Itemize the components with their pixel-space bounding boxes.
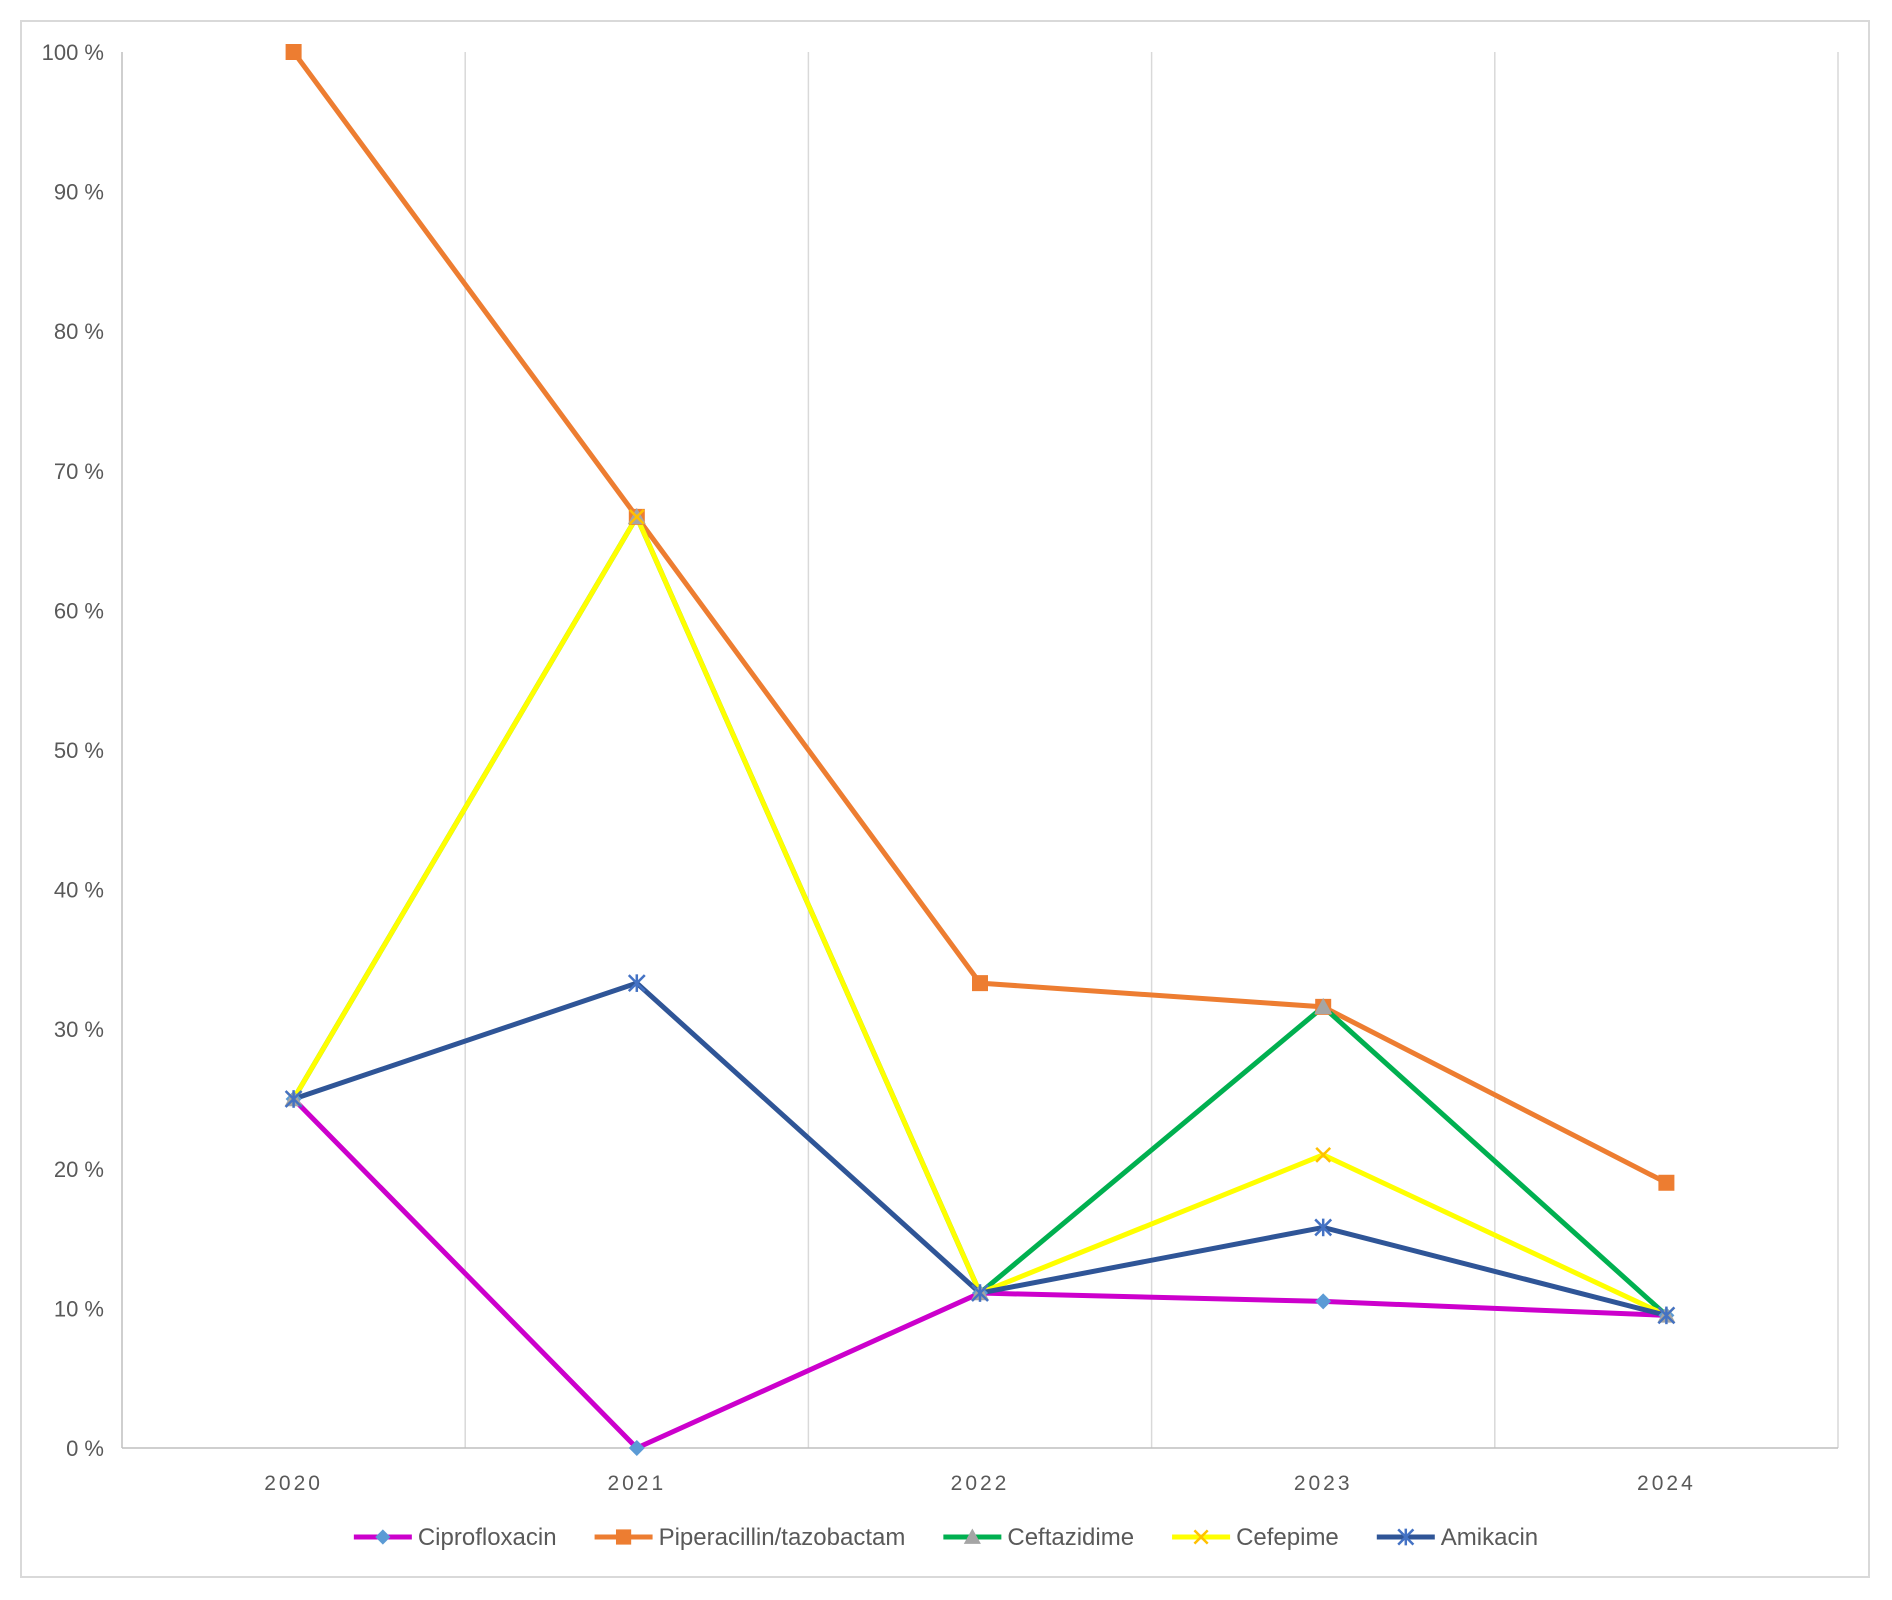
x-tick-label: 2023 (1294, 1472, 1353, 1495)
x-tick-labels: 2020 2021 2022 2023 2024 (264, 1472, 1696, 1495)
legend-label: Piperacillin/tazobactam (659, 1524, 906, 1551)
legend-item-piperacillin-tazobactam: Piperacillin/tazobactam (594, 1524, 906, 1551)
legend-item-cefepime: Cefepime (1172, 1524, 1339, 1551)
y-tick-label: 90 % (54, 180, 104, 205)
x-tick-label: 2020 (264, 1472, 323, 1495)
data-point-amikacin (971, 1284, 989, 1302)
legend-label: Cefepime (1236, 1524, 1339, 1551)
legend-label: Ciprofloxacin (418, 1524, 557, 1551)
series-line-amikacin (292, 980, 1668, 1318)
axes (121, 52, 1838, 1449)
series-line-cefepime (291, 514, 1668, 1318)
data-point-ciprofloxacin (628, 1440, 645, 1456)
legend-marker (963, 1528, 981, 1544)
legend-marker (1193, 1529, 1209, 1545)
data-point-amikacin (1657, 1306, 1676, 1325)
series-markers (284, 44, 1676, 1456)
legend-item-ciprofloxacin: Ciprofloxacin (353, 1524, 557, 1551)
y-tick-label: 100 % (42, 40, 104, 65)
x-tick-label: 2021 (607, 1472, 666, 1495)
y-tick-label: 60 % (54, 598, 104, 623)
data-point-piperacillin-tazobactam (1658, 1174, 1675, 1191)
y-tick-label: 20 % (54, 1157, 104, 1182)
data-point-piperacillin-tazobactam (972, 975, 988, 992)
data-point-ciprofloxacin (1315, 1293, 1332, 1310)
y-tick-label: 30 % (54, 1017, 104, 1042)
y-tick-label: 80 % (54, 319, 104, 344)
series-line-ceftazidime (291, 514, 1669, 1318)
y-tick-label: 10 % (54, 1296, 104, 1321)
legend-marker (1397, 1528, 1415, 1546)
data-point-cefepime (628, 508, 645, 525)
y-tick-label: 50 % (54, 738, 104, 763)
legend-label: Ceftazidime (1007, 1524, 1134, 1551)
gridlines (464, 52, 1839, 1448)
legend: Ciprofloxacin Piperacillin/tazobactam Ceft… (353, 1524, 1538, 1551)
legend-marker (375, 1529, 391, 1545)
data-point-amikacin (627, 974, 646, 993)
series-lines (291, 50, 1669, 1451)
series-line-ciprofloxacin (291, 1097, 1667, 1451)
data-point-ceftazidime (1314, 997, 1333, 1015)
legend-item-ceftazidime: Ceftazidime (943, 1524, 1134, 1551)
chart-frame (20, 20, 1870, 1578)
x-tick-label: 2024 (1637, 1472, 1696, 1495)
legend-label: Amikacin (1441, 1524, 1538, 1551)
y-tick-label: 0 % (66, 1436, 104, 1461)
y-tick-label: 70 % (54, 459, 104, 484)
series-line-piperacillin-tazobactam (291, 50, 1668, 1185)
legend-marker (615, 1529, 632, 1545)
data-point-amikacin (1314, 1218, 1333, 1237)
legend-item-amikacin: Amikacin (1376, 1524, 1538, 1551)
y-tick-labels: 0 % 10 % 20 % 30 % 40 % 50 % 60 % 70 % 80 % 90 % 1… (42, 40, 104, 1461)
data-point-piperacillin-tazobactam (285, 44, 302, 60)
x-tick-label: 2022 (951, 1472, 1010, 1495)
data-point-cefepime (1315, 1146, 1332, 1163)
y-tick-label: 40 % (54, 878, 104, 903)
data-point-amikacin (284, 1090, 303, 1108)
